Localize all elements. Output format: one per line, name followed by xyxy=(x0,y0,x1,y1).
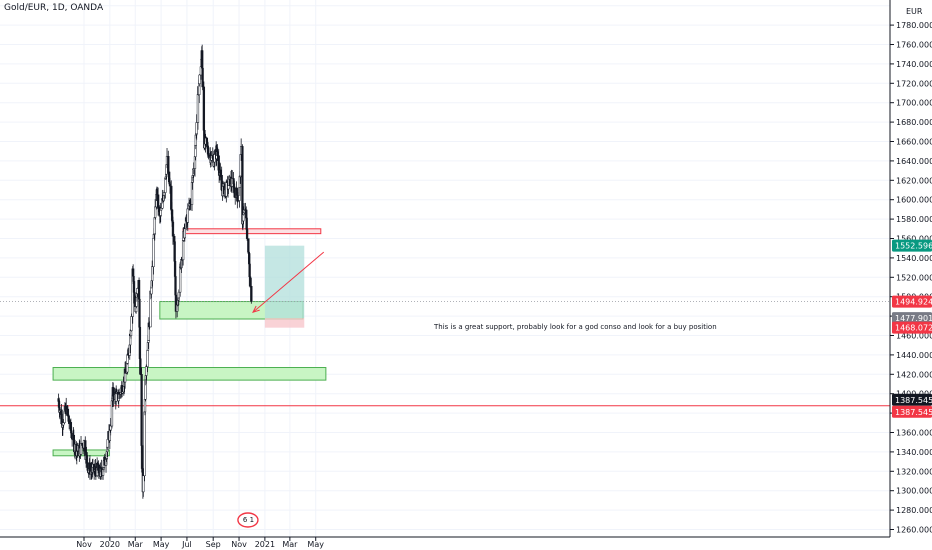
candle-up xyxy=(228,186,230,189)
price-tick-label: 1360.000 xyxy=(896,429,932,438)
price-tick-label: 1260.000 xyxy=(896,526,932,535)
candle-down xyxy=(217,152,219,156)
candle-up xyxy=(154,218,156,234)
candles-group xyxy=(58,45,253,499)
price-tick-label: 1540.000 xyxy=(896,254,932,263)
candle-down xyxy=(134,292,136,303)
price-tick-label: 1780.000 xyxy=(896,21,932,30)
candle-up xyxy=(187,209,189,222)
symbol-title[interactable]: Gold/EUR, 1D, OANDA xyxy=(4,3,103,13)
position-stop-zone xyxy=(265,318,304,328)
time-tick-label: Mar xyxy=(282,540,298,549)
price-tick-label: 1640.000 xyxy=(896,157,932,166)
candle-down xyxy=(169,184,171,186)
candle-up xyxy=(115,393,117,401)
candle-up xyxy=(126,363,128,372)
candle-up xyxy=(142,476,144,492)
position-profit-zone xyxy=(265,246,304,318)
price-label-text: 1552.596 xyxy=(895,242,932,251)
candle-up xyxy=(178,292,180,298)
support-zone-mid xyxy=(53,368,326,381)
candle-up xyxy=(62,423,64,425)
candle-up xyxy=(242,215,244,221)
candle-down xyxy=(201,51,203,69)
price-tick-label: 1280.000 xyxy=(896,506,932,515)
price-tick-label: 1700.000 xyxy=(896,99,932,108)
candle-down xyxy=(141,374,143,445)
price-tick-label: 1580.000 xyxy=(896,215,932,224)
price-tick-label: 1760.000 xyxy=(896,41,932,50)
axis-currency-label: EUR xyxy=(906,7,923,16)
candle-up xyxy=(144,412,146,476)
candle-up xyxy=(153,238,155,267)
price-tick-label: 1440.000 xyxy=(896,351,932,360)
candle-up xyxy=(160,210,162,215)
candle-up xyxy=(145,367,147,376)
price-tick-label: 1600.000 xyxy=(896,196,932,205)
time-tick-label: Jul xyxy=(181,540,192,549)
candle-up xyxy=(110,426,112,430)
price-label-text: 1387.545 xyxy=(895,408,932,417)
price-tick-label: 1300.000 xyxy=(896,487,932,496)
time-tick-label: 2021 xyxy=(255,540,275,549)
candle-down xyxy=(203,87,205,130)
price-tick-label: 1740.000 xyxy=(896,60,932,69)
price-label-text: 1387.545 xyxy=(895,396,932,405)
price-tick-label: 1420.000 xyxy=(896,370,932,379)
candle-up xyxy=(182,240,184,259)
price-label-text: 1494.924 xyxy=(895,298,932,307)
candle-up xyxy=(150,288,152,294)
candle-up xyxy=(179,267,181,292)
candle-down xyxy=(139,359,141,375)
candle-down xyxy=(246,229,248,238)
candle-up xyxy=(196,123,198,134)
time-tick-label: Nov xyxy=(231,540,247,549)
candle-up xyxy=(131,317,133,331)
price-tick-label: 1620.000 xyxy=(896,176,932,185)
candle-up xyxy=(147,350,149,367)
candle-down xyxy=(249,277,251,286)
time-tick-label: Nov xyxy=(76,540,92,549)
annotation-text: This is a great support, probably look f… xyxy=(433,323,717,331)
ideas-marker-label: 6 1 xyxy=(243,516,254,524)
price-label-text: 1468.072 xyxy=(895,324,932,333)
candle-down xyxy=(250,286,252,301)
candle-up xyxy=(154,207,156,218)
candle-up xyxy=(199,75,201,84)
candle-up xyxy=(197,94,199,122)
price-tick-label: 1520.000 xyxy=(896,273,932,282)
price-tick-label: 1680.000 xyxy=(896,118,932,127)
candle-up xyxy=(147,340,149,342)
time-tick-label: May xyxy=(153,540,170,549)
candle-down xyxy=(86,455,88,463)
price-tick-label: 1340.000 xyxy=(896,448,932,457)
candle-down xyxy=(172,222,174,236)
candle-down xyxy=(202,68,204,87)
candle-down xyxy=(157,195,159,207)
price-tick-label: 1720.000 xyxy=(896,79,932,88)
resistance-zone xyxy=(183,229,321,234)
candle-up xyxy=(184,229,186,238)
candle-up xyxy=(151,267,153,281)
candle-up xyxy=(163,193,165,196)
price-tick-label: 1320.000 xyxy=(896,467,932,476)
candle-up xyxy=(160,208,162,210)
candle-down xyxy=(174,261,176,276)
price-tick-label: 1660.000 xyxy=(896,138,932,147)
time-tick-label: 2020 xyxy=(100,540,120,549)
time-tick-label: May xyxy=(307,540,324,549)
candle-down xyxy=(219,170,221,175)
time-tick-label: Sep xyxy=(206,540,221,549)
candle-up xyxy=(164,179,166,193)
candle-down xyxy=(174,242,176,262)
time-tick-label: Mar xyxy=(128,540,144,549)
